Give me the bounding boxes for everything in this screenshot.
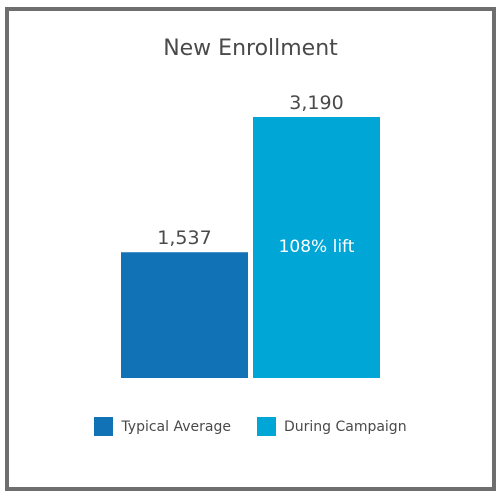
legend: Typical Average During Campaign <box>0 417 501 436</box>
legend-swatch-typical-average <box>94 417 114 436</box>
value-label-during-campaign: 3,190 <box>289 92 343 114</box>
legend-item-typical-average: Typical Average <box>94 417 231 436</box>
chart-title: New Enrollment <box>163 36 338 61</box>
legend-swatch-during-campaign <box>256 417 276 436</box>
bar-during-campaign <box>253 117 380 378</box>
chart-frame <box>5 7 496 491</box>
bar-typical-average <box>121 252 248 378</box>
legend-label-typical-average: Typical Average <box>121 418 231 435</box>
legend-label-during-campaign: During Campaign <box>283 418 407 435</box>
lift-annotation: 108% lift <box>279 237 355 257</box>
value-label-typical-average: 1,537 <box>157 227 211 249</box>
legend-item-during-campaign: During Campaign <box>256 417 407 436</box>
